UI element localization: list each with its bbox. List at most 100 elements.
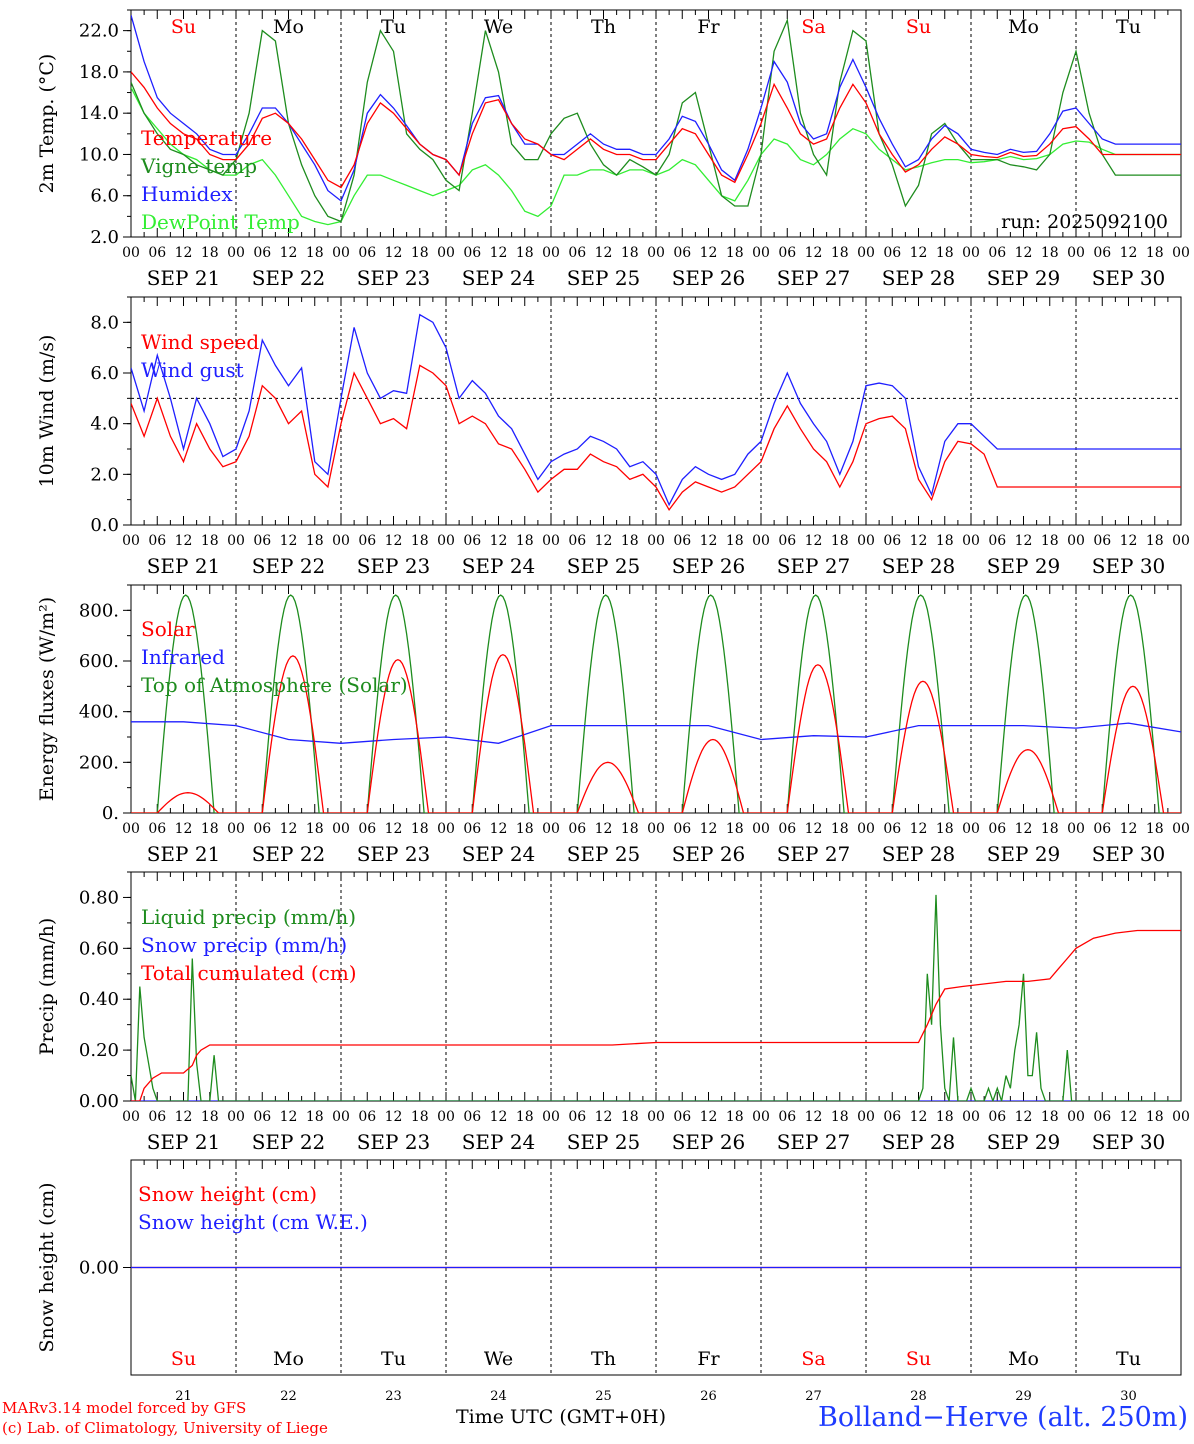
hour-tick-label: 18 (306, 1109, 324, 1125)
series-total-cumulated-cm- (131, 929, 1181, 1101)
y-axis-label: 10m Wind (m/s) (36, 335, 58, 488)
hour-tick-label: 12 (1120, 533, 1138, 549)
hour-tick-label: 00 (332, 533, 350, 549)
hour-tick-label: 00 (1172, 1109, 1190, 1125)
weekday-label: Su (906, 1348, 931, 1370)
legend-entry: Temperature (141, 126, 272, 150)
date-label: SEP 29 (987, 1130, 1061, 1154)
series-humidex (131, 15, 1181, 202)
date-label: SEP 25 (567, 842, 641, 866)
hour-tick-label: 18 (936, 1109, 954, 1125)
date-label: SEP 21 (147, 1130, 221, 1154)
hour-tick-label: 18 (1146, 533, 1164, 549)
hour-tick-label: 18 (516, 533, 534, 549)
weekday-label: Th (591, 16, 616, 38)
hour-tick-label: 00 (647, 1109, 665, 1125)
weekday-label: We (484, 1348, 513, 1370)
y-tick-label: 18.0 (79, 62, 119, 83)
hour-tick-label: 12 (490, 245, 508, 261)
y-tick-label: 0.00 (79, 1091, 119, 1112)
hour-tick-label: 06 (778, 821, 796, 837)
hour-tick-label: 12 (700, 245, 718, 261)
hour-tick-label: 12 (910, 245, 928, 261)
hour-tick-label: 00 (437, 245, 455, 261)
day-number-label: 22 (280, 1389, 297, 1404)
hour-tick-label: 00 (122, 1109, 140, 1125)
date-label: SEP 30 (1092, 266, 1166, 290)
series-top-of-atmosphere-solar- (131, 594, 1181, 813)
hour-tick-label: 00 (227, 533, 245, 549)
hour-tick-label: 00 (227, 1109, 245, 1125)
date-label: SEP 22 (252, 266, 326, 290)
day-number-label: 29 (1015, 1389, 1032, 1404)
hour-tick-label: 00 (542, 1109, 560, 1125)
hour-tick-label: 00 (647, 533, 665, 549)
hour-tick-label: 00 (857, 533, 875, 549)
hour-tick-label: 00 (857, 821, 875, 837)
hour-tick-label: 12 (595, 533, 613, 549)
legend-entry: Snow height (cm) (138, 1182, 317, 1206)
hour-tick-label: 12 (175, 1109, 193, 1125)
hour-tick-label: 12 (175, 821, 193, 837)
date-label: SEP 21 (147, 266, 221, 290)
y-tick-label: 14.0 (79, 103, 119, 124)
hour-tick-label: 18 (201, 821, 219, 837)
weekday-label: Tu (381, 16, 406, 38)
hour-tick-label: 12 (385, 533, 403, 549)
y-tick-label: 0.40 (79, 989, 119, 1010)
hour-tick-label: 00 (647, 245, 665, 261)
weekday-label: Mo (1008, 1348, 1039, 1370)
hour-tick-label: 06 (988, 245, 1006, 261)
hour-tick-label: 12 (595, 821, 613, 837)
hour-tick-label: 06 (883, 533, 901, 549)
y-tick-label: 0.0 (90, 515, 119, 536)
hour-tick-label: 18 (621, 1109, 639, 1125)
hour-tick-label: 12 (700, 533, 718, 549)
hour-tick-label: 12 (490, 533, 508, 549)
legend-entry: DewPoint Temp (141, 210, 300, 234)
weekday-label: We (484, 16, 513, 38)
hour-tick-label: 00 (962, 533, 980, 549)
hour-tick-label: 00 (332, 821, 350, 837)
date-label: SEP 24 (462, 1130, 536, 1154)
hour-tick-label: 00 (752, 821, 770, 837)
hour-tick-label: 06 (253, 821, 271, 837)
hour-tick-label: 06 (358, 1109, 376, 1125)
y-tick-label: 0. (102, 803, 119, 824)
hour-tick-label: 18 (306, 245, 324, 261)
legend-entry: Total cumulated (cm) (141, 961, 357, 985)
hour-tick-label: 12 (910, 1109, 928, 1125)
panel-snow: 0.00 Snow height (cm) Su 21 Mo 22 Tu 23 We 24 Th 25… (36, 1159, 1182, 1404)
hour-tick-label: 06 (358, 533, 376, 549)
hour-tick-label: 00 (962, 821, 980, 837)
hour-tick-label: 12 (385, 821, 403, 837)
hour-tick-label: 06 (253, 1109, 271, 1125)
hour-tick-label: 00 (857, 245, 875, 261)
hour-tick-label: 12 (805, 1109, 823, 1125)
y-tick-label: 0.00 (79, 1258, 119, 1279)
hour-tick-label: 12 (805, 245, 823, 261)
hour-tick-label: 00 (542, 245, 560, 261)
y-tick-label: 400. (79, 702, 119, 723)
day-number-label: 25 (595, 1389, 612, 1404)
hour-tick-label: 00 (1067, 821, 1085, 837)
hour-tick-label: 18 (726, 821, 744, 837)
hour-tick-label: 18 (516, 1109, 534, 1125)
hour-tick-label: 06 (568, 1109, 586, 1125)
hour-tick-label: 12 (280, 1109, 298, 1125)
series-vigne-temp (131, 17, 1181, 223)
hour-tick-label: 06 (778, 1109, 796, 1125)
hour-tick-label: 12 (1120, 821, 1138, 837)
hour-tick-label: 18 (726, 245, 744, 261)
legend-entry: Wind gust (141, 358, 244, 382)
hour-tick-label: 18 (936, 245, 954, 261)
day-number-label: 30 (1120, 1389, 1137, 1404)
y-axis-label: Precip (mm/h) (36, 918, 58, 1056)
date-label: SEP 28 (882, 554, 956, 578)
hour-tick-label: 06 (883, 821, 901, 837)
hour-tick-label: 12 (1015, 1109, 1033, 1125)
hour-tick-label: 12 (1120, 1109, 1138, 1125)
hour-tick-label: 12 (175, 245, 193, 261)
hour-tick-label: 18 (306, 533, 324, 549)
